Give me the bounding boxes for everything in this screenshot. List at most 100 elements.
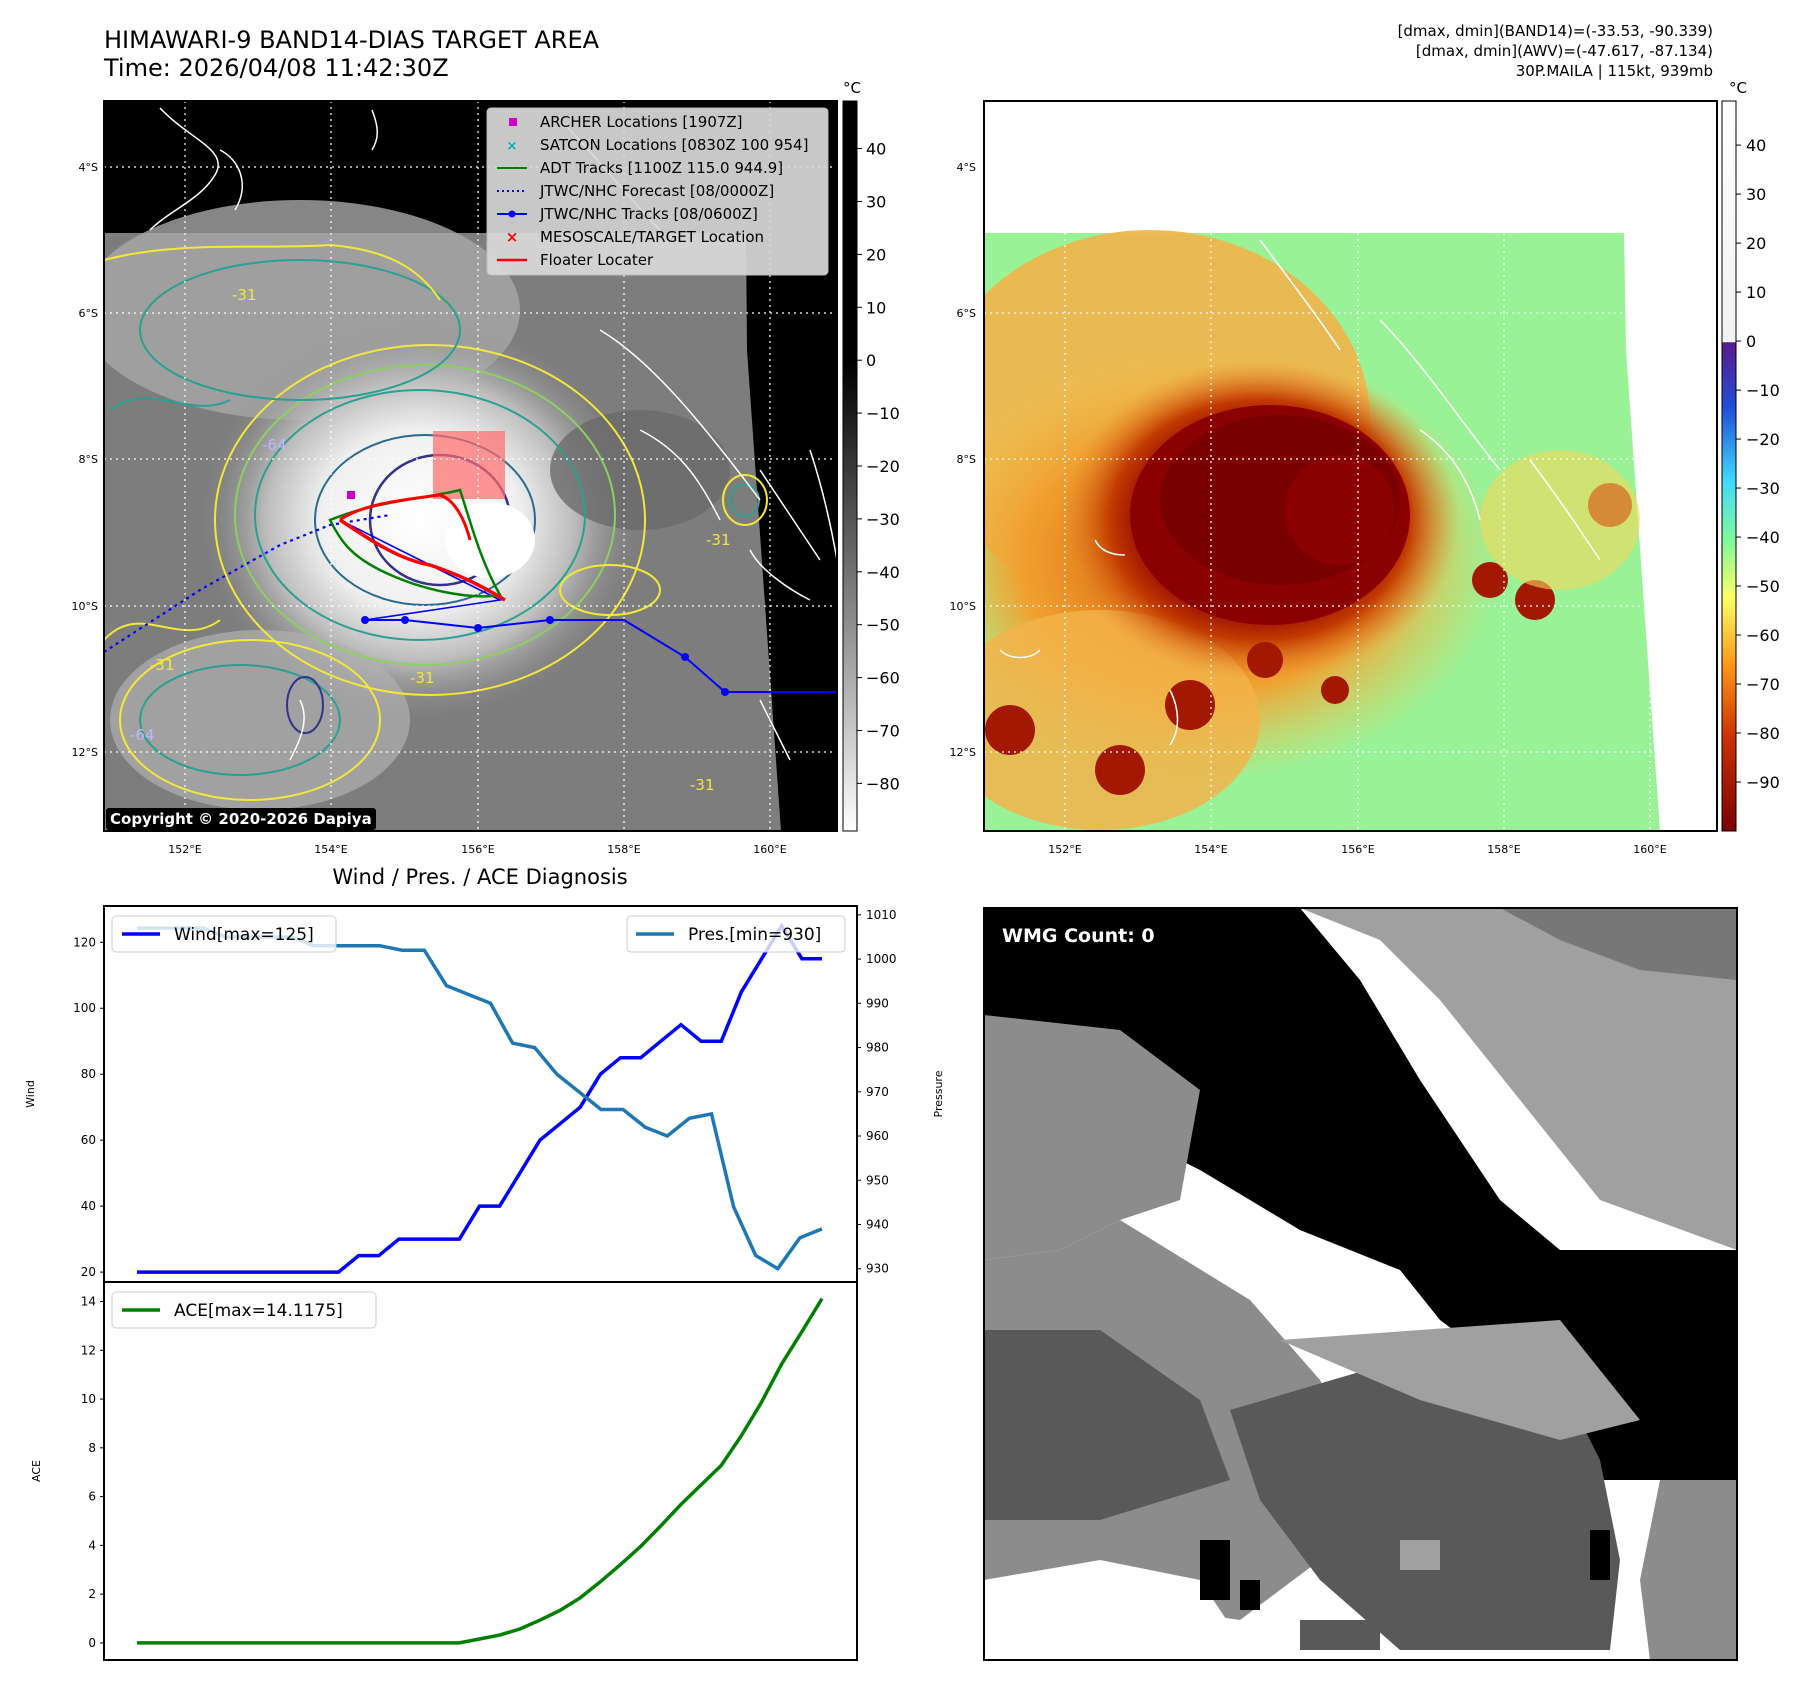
- lat-label: 6°S: [79, 307, 98, 320]
- color-colorbar: °C 40 30 20 10 0 −10 −20 −30 −40 −50 −60 −70 −80 −90: [1721, 79, 1780, 832]
- figure-title: HIMAWARI-9 BAND14-DIAS TARGET AREA: [104, 26, 600, 54]
- copyright-label: Copyright © 2020-2026 Dapiya: [106, 808, 376, 830]
- legend-mesoscale: MESOSCALE/TARGET Location: [540, 228, 764, 246]
- ace-tick-label: 0: [88, 1636, 96, 1650]
- lat-label: 12°S: [950, 746, 976, 759]
- lon-label: 156°E: [1341, 843, 1374, 856]
- ace-tick-label: 14: [81, 1295, 96, 1309]
- wind-tick-label: 100: [73, 1001, 96, 1015]
- pressure-tick-label: 960: [866, 1129, 889, 1143]
- contour-label: -31: [150, 656, 175, 674]
- ir-map-panel: -31 -31 -31 -31 -31 -64 -64 × × ARCHER L…: [72, 100, 838, 856]
- pressure-tick-label: 1010: [866, 908, 897, 922]
- colorbar-tick-label: 20: [866, 245, 886, 264]
- colorbar-tick-label: 20: [1746, 234, 1766, 253]
- gray-colorbar: °C 40 30 20 10 0 −10 −20 −30 −40 −50 −60 −70 −80: [842, 79, 900, 832]
- figure-time: Time: 2026/04/08 11:42:30Z: [104, 54, 449, 82]
- pressure-axis-label: Pressure: [932, 1070, 945, 1117]
- colorbar-tick-label: 0: [866, 351, 876, 370]
- colorbar-tick-label: −20: [866, 457, 900, 476]
- colorbar-unit: °C: [843, 79, 861, 97]
- ace-series-line: [137, 1297, 824, 1645]
- lon-label: 156°E: [461, 843, 494, 856]
- legend-adt: ADT Tracks [1100Z 115.0 944.9]: [540, 159, 783, 177]
- map-legend: × × ARCHER Locations [1907Z] SATCON Loca…: [486, 107, 829, 276]
- colorbar-tick-label: −80: [1746, 724, 1780, 743]
- colorbar-tick-label: −10: [1746, 381, 1780, 400]
- pressure-tick-label: 930: [866, 1262, 889, 1276]
- info-storm: 30P.MAILA | 115kt, 939mb: [1515, 62, 1713, 80]
- ace-tick-label: 10: [81, 1392, 96, 1406]
- colorbar-tick-label: 10: [1746, 283, 1766, 302]
- ace-chart: 0 2 4 6 8 10 12 14 ACE ACE[max=14.1175]: [30, 1281, 858, 1661]
- pressure-tick-label: 940: [866, 1217, 889, 1231]
- pressure-tick-label: 950: [866, 1173, 889, 1187]
- lat-label: 4°S: [79, 161, 98, 174]
- wind-tick-label: 80: [81, 1067, 96, 1081]
- lat-label: 8°S: [79, 453, 98, 466]
- lon-label: 160°E: [1633, 843, 1666, 856]
- lat-label: 12°S: [72, 746, 98, 759]
- lat-label: 8°S: [957, 453, 976, 466]
- ace-axis-label: ACE: [30, 1460, 43, 1482]
- lat-label: 4°S: [957, 161, 976, 174]
- ace-tick-label: 4: [88, 1538, 96, 1552]
- awv-map-panel: 4°S 6°S 8°S 10°S 12°S 152°E 154°E 156°E …: [950, 100, 1718, 856]
- ace-tick-label: 12: [81, 1343, 96, 1357]
- legend-jtwc-forecast: JTWC/NHC Forecast [08/0000Z]: [539, 182, 774, 200]
- colorbar-unit: °C: [1729, 79, 1747, 97]
- svg-text:×: ×: [507, 139, 518, 154]
- contour-label: -31: [410, 669, 435, 687]
- ace-tick-label: 2: [88, 1587, 96, 1601]
- colorbar-tick-label: −60: [1746, 626, 1780, 645]
- info-band14: [dmax, dmin](BAND14)=(-33.53, -90.339): [1397, 22, 1713, 40]
- colorbar-tick-label: 0: [1746, 332, 1756, 351]
- legend-satcon: SATCON Locations [0830Z 100 954]: [540, 136, 808, 154]
- legend-floater: Floater Locater: [540, 251, 654, 269]
- wind-legend: Wind[max=125]: [111, 915, 337, 953]
- lat-label: 10°S: [72, 600, 98, 613]
- pressure-tick-label: 990: [866, 996, 889, 1010]
- contour-label: -64: [262, 436, 287, 454]
- colorbar-tick-label: 30: [866, 193, 886, 212]
- colorbar-tick-label: −20: [1746, 430, 1780, 449]
- colorbar-tick-label: −70: [1746, 675, 1780, 694]
- wmg-panel: WMG Count: 0: [983, 907, 1738, 1661]
- lon-label: 154°E: [1194, 843, 1227, 856]
- colorbar-tick-label: −50: [866, 616, 900, 635]
- ace-tick-label: 8: [88, 1441, 96, 1455]
- contour-label: -31: [690, 776, 715, 794]
- wind-axis-label: Wind: [24, 1080, 37, 1108]
- legend-archer: ARCHER Locations [1907Z]: [540, 113, 743, 131]
- colorbar-tick-label: 30: [1746, 185, 1766, 204]
- lon-label: 158°E: [607, 843, 640, 856]
- lon-label: 154°E: [314, 843, 347, 856]
- pressure-tick-label: 970: [866, 1085, 889, 1099]
- wind-tick-label: 120: [73, 935, 96, 949]
- legend-jtwc-tracks: JTWC/NHC Tracks [08/0600Z]: [539, 205, 758, 223]
- wind-series-line: [137, 922, 822, 1274]
- colorbar-tick-label: −60: [866, 669, 900, 688]
- lon-label: 152°E: [168, 843, 201, 856]
- svg-text:×: ×: [506, 228, 519, 246]
- pressure-legend-label: Pres.[min=930]: [688, 925, 821, 945]
- lon-label: 152°E: [1048, 843, 1081, 856]
- ace-tick-label: 6: [88, 1490, 96, 1504]
- wmg-count-badge: [994, 918, 1172, 952]
- colorbar-tick-label: −40: [866, 563, 900, 582]
- colorbar-tick-label: −40: [1746, 528, 1780, 547]
- colorbar-tick-label: −80: [866, 774, 900, 793]
- colorbar-tick-label: −90: [1746, 773, 1780, 792]
- wind-pressure-chart: 20 40 60 80 100 120 930 940 950 960 970 980 990 1000…: [24, 905, 945, 1283]
- wmg-count-label: WMG Count: 0: [1002, 925, 1155, 947]
- pressure-tick-label: 1000: [866, 952, 897, 966]
- diagnosis-title: Wind / Pres. / ACE Diagnosis: [332, 865, 627, 889]
- wind-legend-label: Wind[max=125]: [174, 925, 314, 945]
- colorbar-tick-label: −70: [866, 721, 900, 740]
- colorbar-tick-label: 10: [866, 298, 886, 317]
- ace-legend: ACE[max=14.1175]: [111, 1291, 377, 1329]
- colorbar-tick-label: −30: [866, 510, 900, 529]
- wind-tick-label: 60: [81, 1133, 96, 1147]
- contour-label: -31: [232, 286, 257, 304]
- archer-marker: [509, 118, 517, 126]
